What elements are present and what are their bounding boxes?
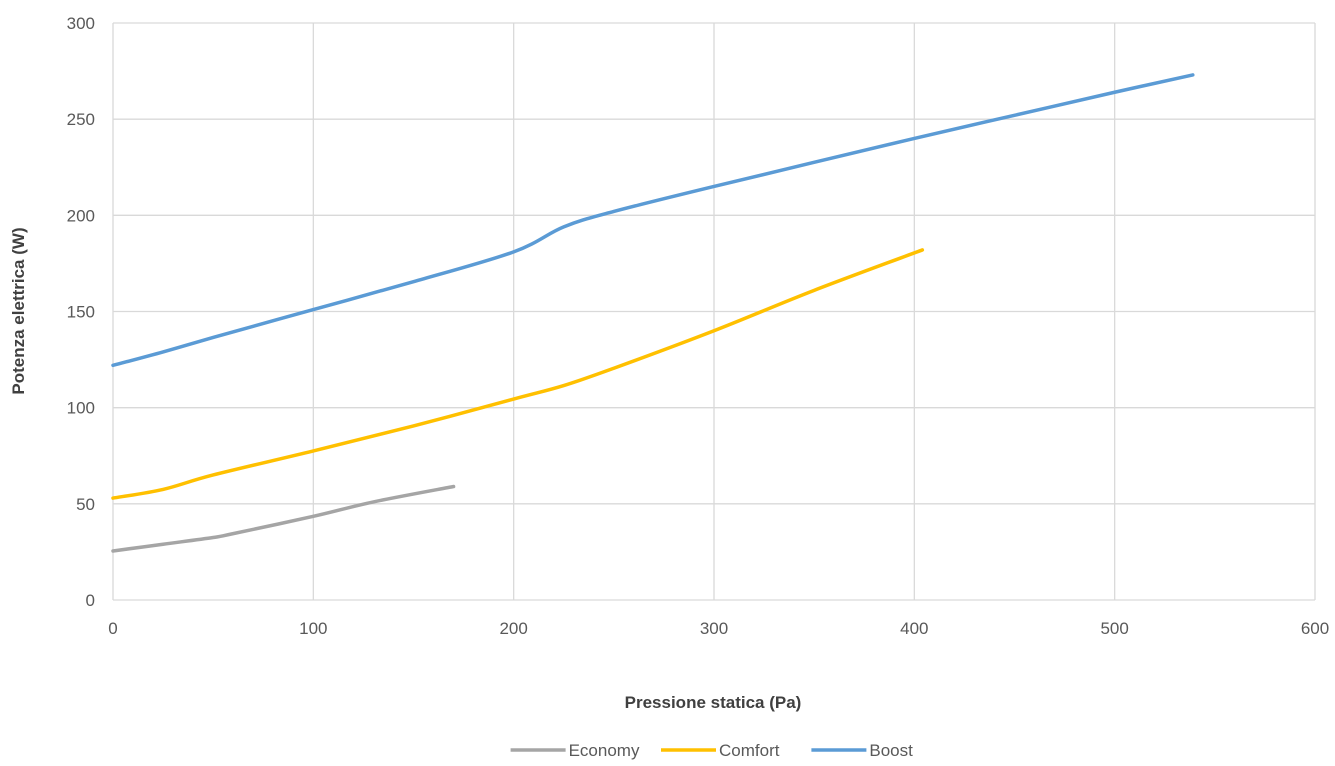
y-tick-label: 0 (86, 591, 95, 610)
series-line-comfort (111, 248, 925, 500)
y-axis-ticks: 0 50 100 150 200 250 300 (67, 14, 95, 610)
series-line-boost (111, 73, 1195, 368)
x-tick-label: 400 (900, 619, 928, 638)
y-tick-label: 300 (67, 14, 95, 33)
x-tick-label: 0 (108, 619, 117, 638)
y-tick-label: 150 (67, 303, 95, 322)
legend-label-boost: Boost (869, 741, 913, 760)
x-tick-label: 500 (1100, 619, 1128, 638)
series-line-economy (111, 484, 456, 553)
x-tick-label: 600 (1301, 619, 1329, 638)
x-tick-label: 100 (299, 619, 327, 638)
grid (112, 22, 1316, 601)
y-tick-label: 50 (76, 495, 95, 514)
legend-label-comfort: Comfort (719, 741, 780, 760)
x-tick-label: 200 (499, 619, 527, 638)
x-tick-label: 300 (700, 619, 728, 638)
x-axis-ticks: 0 100 200 300 400 500 600 (108, 619, 1329, 638)
y-tick-label: 250 (67, 110, 95, 129)
legend: Economy Comfort Boost (510, 741, 913, 760)
y-axis-title: Potenza elettrica (W) (9, 227, 28, 394)
series-lines (111, 73, 1195, 553)
legend-label-economy: Economy (569, 741, 640, 760)
x-axis-title: Pressione statica (Pa) (625, 693, 802, 712)
y-tick-label: 100 (67, 399, 95, 418)
y-tick-label: 200 (67, 206, 95, 225)
